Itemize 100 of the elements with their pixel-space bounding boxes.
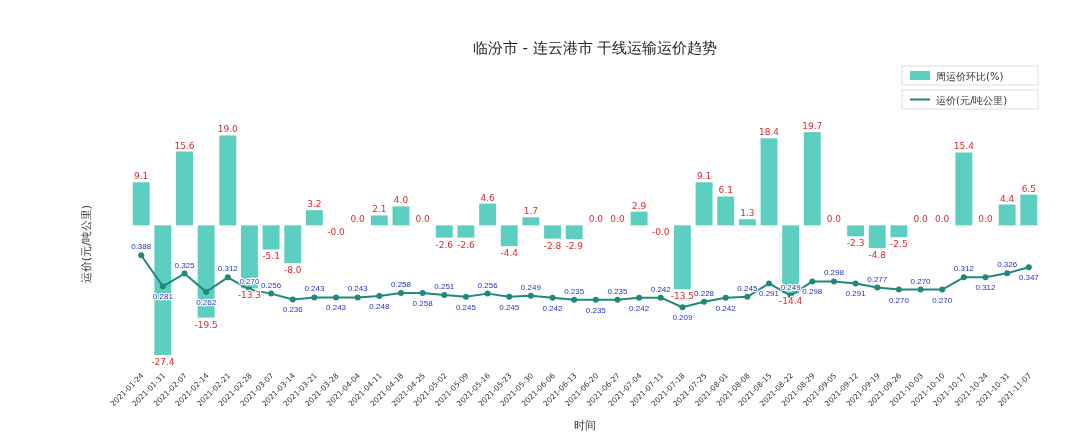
bar [890, 225, 908, 238]
bar [630, 211, 648, 226]
data-label: 6.1 [718, 185, 733, 196]
bar [479, 203, 497, 226]
point [268, 290, 275, 297]
data-label: 4.0 [393, 195, 409, 206]
data-label: 0.243 [304, 284, 325, 294]
data-label: 0.291 [759, 289, 780, 299]
point [722, 294, 729, 301]
data-label: -19.5 [194, 319, 218, 330]
data-label: 0.270 [910, 276, 932, 286]
data-label: 0.256 [261, 280, 282, 290]
bar [305, 210, 323, 226]
point [289, 296, 296, 303]
data-label: 1.3 [740, 208, 755, 219]
chart-title: 临汾市 - 连云港市 干线运输运价趋势 [472, 39, 718, 57]
bar [738, 219, 756, 226]
data-label: 0.0 [935, 214, 950, 225]
data-label: 0.258 [412, 299, 434, 309]
data-label: 9.1 [696, 171, 712, 182]
point [960, 274, 967, 281]
bar [132, 182, 150, 226]
point [744, 293, 751, 300]
y-axis-title: 运价(元/吨公里) [80, 204, 93, 284]
point [939, 286, 946, 293]
x-axis-title: 时间 [574, 419, 596, 432]
point [636, 294, 643, 301]
data-label: -2.9 [565, 241, 584, 252]
point [159, 283, 166, 290]
point [397, 290, 404, 297]
data-label: 0.249 [780, 282, 802, 292]
data-label: 0.248 [369, 301, 390, 311]
bar [219, 135, 237, 226]
bar [392, 206, 410, 226]
data-label: 0.298 [802, 287, 823, 297]
point [333, 294, 340, 301]
data-label: 0.251 [434, 282, 455, 292]
point [354, 294, 361, 301]
data-label: 0.243 [326, 303, 347, 313]
point [181, 270, 188, 277]
data-label: -13.5 [670, 291, 695, 302]
data-label: 0.325 [174, 260, 196, 270]
point [441, 292, 448, 299]
bar [154, 225, 172, 356]
data-label: -27.4 [151, 357, 175, 368]
point [462, 293, 469, 300]
data-label: 0.0 [913, 214, 928, 225]
point [506, 293, 513, 300]
data-label: -13.3 [237, 290, 262, 301]
data-label: 0.312 [975, 283, 997, 293]
data-label: 0.235 [585, 305, 607, 315]
point [874, 284, 881, 291]
point [679, 304, 686, 311]
data-label: -2.3 [846, 238, 865, 249]
bar [176, 151, 193, 226]
point [917, 286, 924, 293]
bar [760, 138, 778, 226]
data-label: 0.235 [564, 286, 585, 296]
data-label: 0.242 [629, 303, 650, 313]
point [549, 294, 556, 301]
data-label: 0.0 [978, 214, 993, 225]
data-label: 0.298 [823, 268, 845, 278]
point [203, 288, 210, 295]
bar [847, 225, 865, 237]
data-label: 9.1 [134, 171, 149, 182]
data-label: 0.242 [650, 284, 672, 294]
point [571, 296, 578, 303]
point [1004, 270, 1011, 277]
data-label: 0.245 [499, 302, 520, 312]
data-label: 2.1 [372, 204, 387, 215]
bar [1020, 194, 1038, 226]
point [809, 278, 816, 285]
data-label: 0.270 [932, 295, 953, 305]
legend-label: 周运价环比(%) [936, 70, 1004, 82]
bar [673, 225, 691, 290]
data-label: 0.249 [520, 282, 542, 292]
data-label: 0.388 [131, 242, 152, 252]
bar [500, 225, 518, 247]
data-label: 0.270 [888, 295, 910, 305]
data-label: 0.235 [607, 286, 629, 296]
data-label: 0.0 [350, 214, 366, 225]
point [376, 292, 383, 299]
data-label: 15.4 [953, 141, 975, 152]
data-label: 0.0 [610, 214, 625, 225]
data-label: 0.245 [455, 302, 477, 312]
data-label: -2.6 [457, 239, 475, 250]
data-label: 6.5 [1021, 183, 1036, 194]
data-label: 2.9 [631, 200, 647, 211]
data-label: 0.277 [867, 274, 888, 284]
data-label: 0.0 [415, 214, 431, 225]
data-label: 0.236 [282, 305, 304, 315]
bar [544, 225, 561, 239]
bar [803, 132, 821, 226]
bar [868, 225, 886, 249]
bar [522, 217, 540, 226]
data-label: 18.4 [758, 127, 780, 138]
point [138, 252, 145, 259]
data-label: -14.4 [779, 295, 803, 306]
point [224, 274, 231, 281]
point [766, 280, 773, 287]
